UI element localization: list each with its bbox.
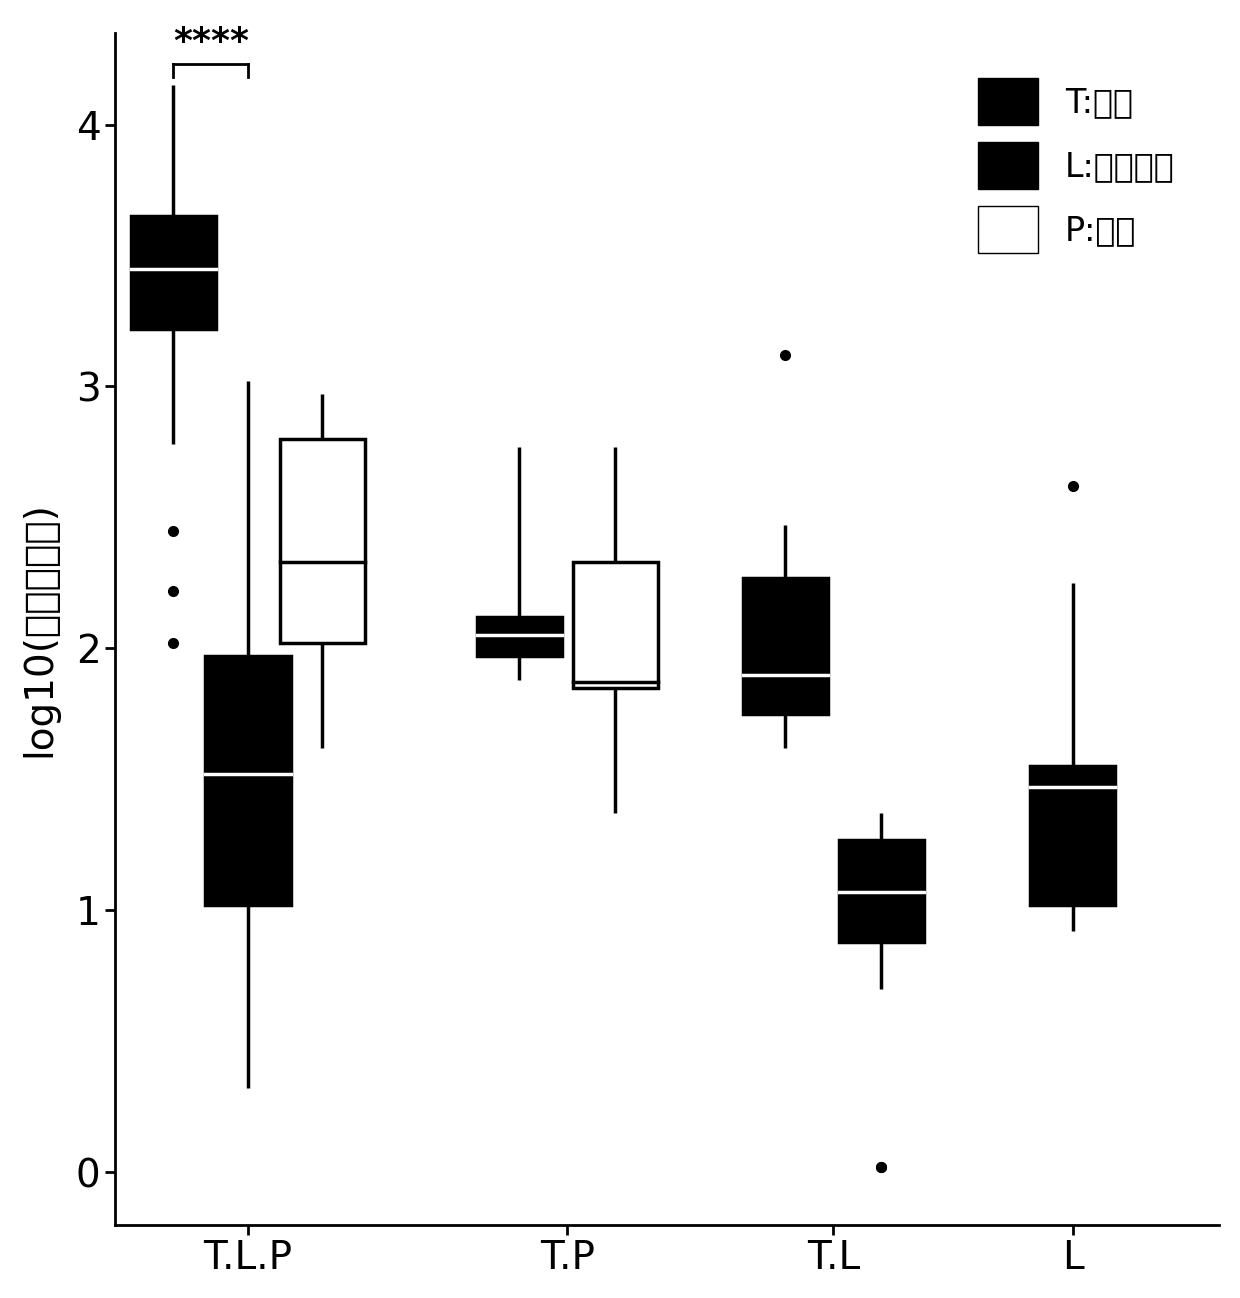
Legend: T:肿琉, L:配对正常, P:血浆: T:肿琉, L:配对正常, P:血浆 bbox=[962, 61, 1192, 270]
Bar bbox=[838, 840, 924, 942]
Bar bbox=[206, 657, 290, 905]
Bar bbox=[131, 217, 216, 328]
Bar bbox=[280, 439, 365, 643]
Text: ****: **** bbox=[172, 25, 249, 58]
Bar bbox=[1030, 766, 1116, 905]
Bar bbox=[573, 562, 657, 688]
Y-axis label: log10(测序覆盖度): log10(测序覆盖度) bbox=[21, 501, 58, 757]
Bar bbox=[477, 617, 562, 657]
Bar bbox=[743, 578, 828, 714]
